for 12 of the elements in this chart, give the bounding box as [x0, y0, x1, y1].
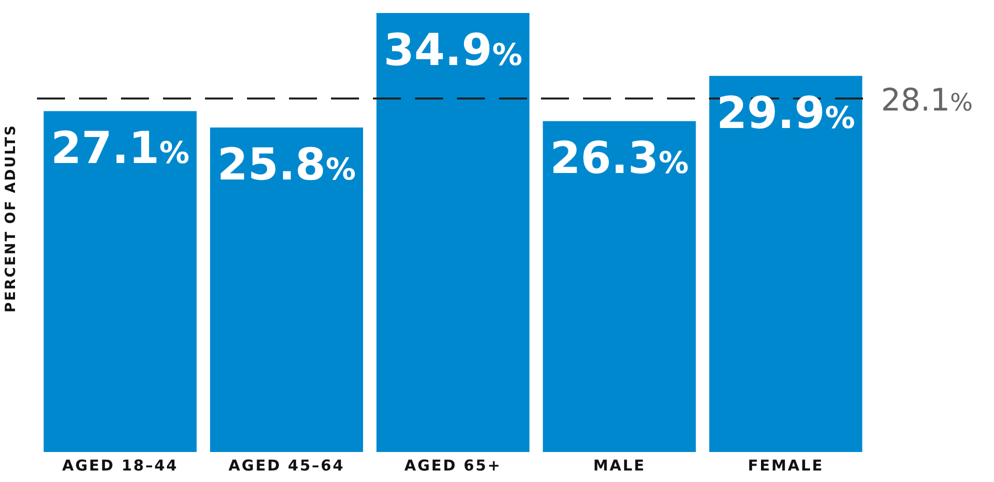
x-tick-label: AGED 18–44 — [62, 456, 178, 475]
data-label: 27.1% — [50, 123, 190, 174]
x-tick-label: FEMALE — [748, 456, 824, 475]
y-axis-title: PERCENT OF ADULTS — [2, 124, 19, 312]
x-tick-label: AGED 45–64 — [228, 456, 345, 475]
data-label: 25.8% — [217, 139, 356, 190]
ref-line-label: 28.1% — [881, 82, 973, 119]
data-label: 26.3% — [550, 133, 689, 184]
data-label: 29.9% — [716, 88, 856, 139]
x-tick-label: AGED 65+ — [404, 456, 502, 475]
x-tick-label: MALE — [593, 456, 646, 475]
data-label: 34.9% — [384, 25, 522, 76]
